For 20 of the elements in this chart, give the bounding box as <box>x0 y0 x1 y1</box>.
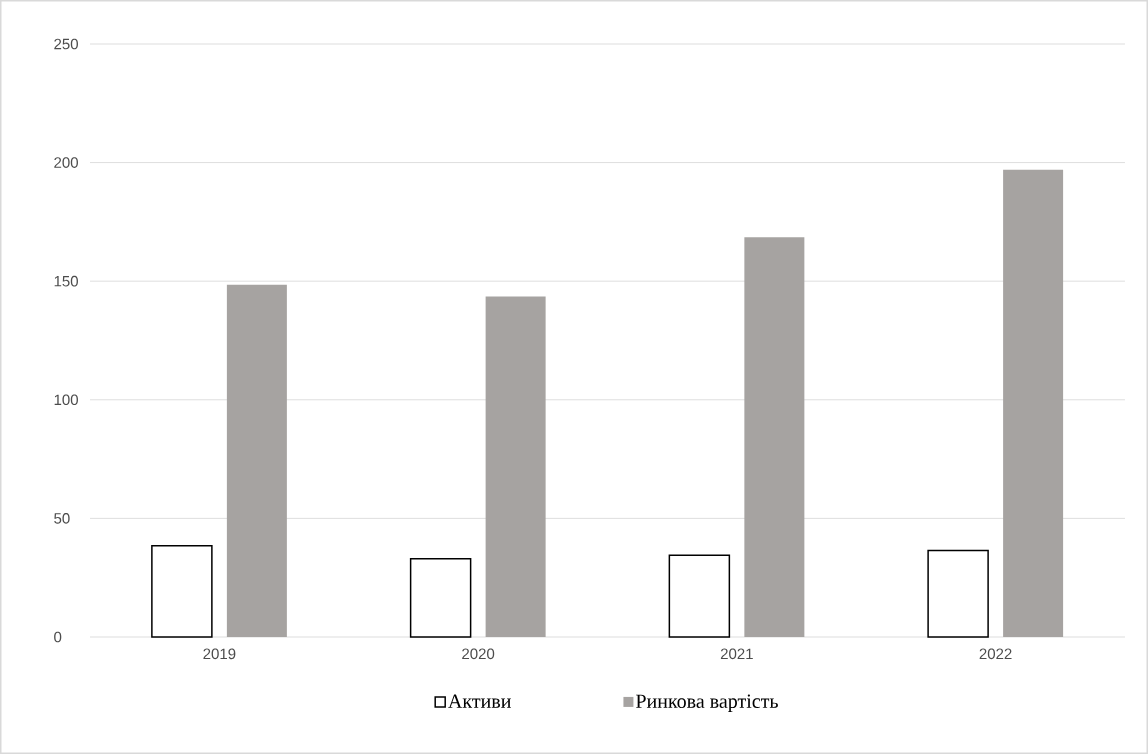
y-tick-label: 200 <box>54 157 78 168</box>
x-tick-label: 2022 <box>979 648 1012 660</box>
y-tick-label: 0 <box>54 631 62 643</box>
bar <box>744 237 805 637</box>
bar <box>927 549 989 638</box>
y-tick-label: 100 <box>54 394 78 406</box>
bar <box>226 284 287 637</box>
y-tick-label: 150 <box>54 275 78 287</box>
y-tick-label: 50 <box>54 513 70 524</box>
bar <box>668 554 731 638</box>
bar <box>1003 169 1064 637</box>
legend-label: Активи <box>448 694 511 708</box>
x-tick-label: 2020 <box>462 648 495 660</box>
bar <box>151 544 213 638</box>
bar <box>485 296 546 637</box>
y-tick-label: 250 <box>54 38 78 50</box>
bar <box>409 557 472 638</box>
x-tick-label: 2019 <box>203 648 236 660</box>
legend-label: Ринкова вартість <box>636 694 778 713</box>
x-tick-label: 2021 <box>720 648 753 660</box>
